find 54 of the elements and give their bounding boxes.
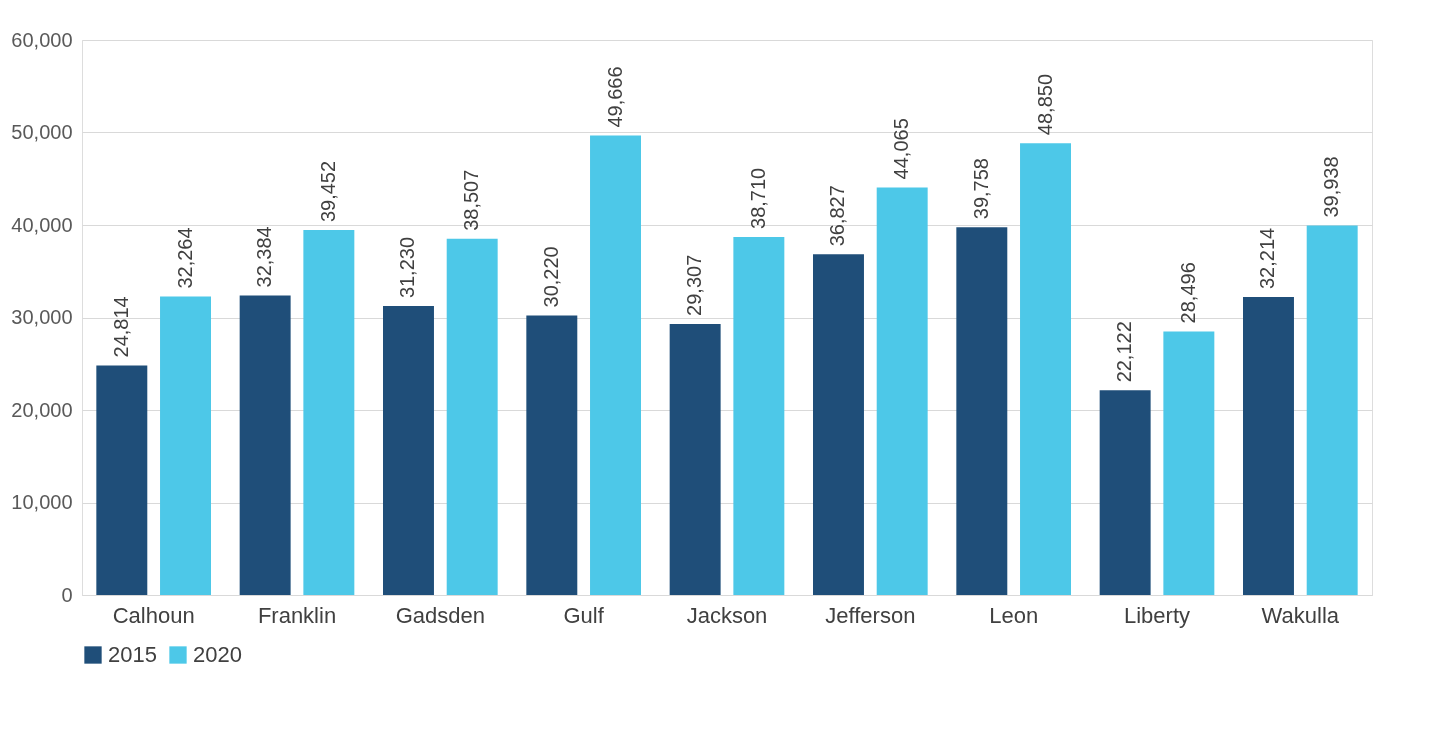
x-tick-label: Jackson [686, 602, 768, 628]
bar [160, 296, 211, 595]
data-label: 22,122 [1113, 321, 1136, 383]
y-tick-label: 30,000 [11, 306, 73, 328]
data-label: 32,384 [253, 226, 276, 288]
bar [1020, 143, 1071, 595]
bar [526, 315, 578, 595]
x-tick-label: Gadsden [395, 602, 485, 628]
y-tick-label: 0 [61, 583, 73, 606]
y-tick-label: 10,000 [11, 491, 73, 513]
x-tick-label: Jefferson [825, 602, 916, 628]
bar [239, 295, 291, 595]
data-label: 39,938 [1320, 156, 1343, 218]
data-label: 38,710 [746, 167, 769, 229]
x-tick-label: Leon [989, 602, 1039, 628]
data-label: 30,220 [539, 246, 562, 308]
x-tick-label: Wakulla [1261, 602, 1340, 628]
bar [383, 306, 434, 595]
bar [96, 365, 148, 595]
data-label: 38,507 [460, 169, 483, 231]
data-label: 49,666 [603, 66, 626, 128]
bar [446, 238, 498, 595]
data-label: 39,452 [316, 160, 339, 223]
bar [1243, 297, 1294, 595]
legend-label: 2020 [193, 642, 242, 667]
y-tick-label: 40,000 [11, 213, 73, 236]
data-label: 24,814 [109, 296, 132, 358]
data-label: 48,850 [1033, 73, 1056, 136]
data-label: 31,230 [396, 236, 419, 299]
bar [1306, 225, 1358, 595]
data-label: 28,496 [1176, 262, 1199, 324]
data-label: 44,065 [890, 118, 913, 180]
bar [590, 135, 641, 595]
data-label: 39,758 [969, 158, 992, 220]
bar [1099, 390, 1151, 595]
legend-label: 2015 [108, 642, 157, 667]
x-tick-label: Gulf [563, 602, 605, 628]
data-label: 36,827 [826, 185, 849, 247]
bar [733, 236, 785, 595]
x-tick-label: Franklin [257, 602, 337, 628]
y-tick-label: 20,000 [11, 398, 73, 421]
y-tick-label: 50,000 [11, 121, 73, 143]
data-label: 29,307 [683, 254, 706, 316]
data-label: 32,214 [1256, 227, 1279, 290]
data-label: 32,264 [173, 227, 196, 289]
bar [669, 323, 721, 595]
bar [876, 187, 928, 595]
bar [813, 254, 864, 595]
bar [1163, 331, 1215, 595]
y-tick-label: 60,000 [11, 28, 73, 51]
bar [956, 227, 1008, 595]
bar [303, 230, 355, 595]
x-tick-label: Liberty [1123, 602, 1191, 628]
x-tick-label: Calhoun [112, 602, 195, 628]
